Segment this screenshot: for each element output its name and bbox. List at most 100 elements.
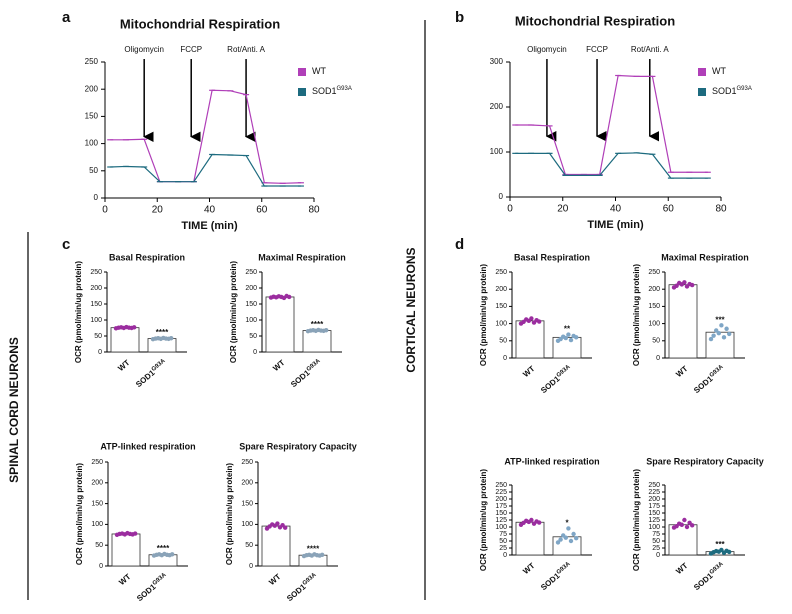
x-tick-label: WT <box>271 358 286 373</box>
y-tick-label: 0 <box>249 563 253 570</box>
y-tick-label: 0 <box>656 355 660 362</box>
bar <box>111 533 141 567</box>
chart-title: Basal Respiration <box>514 252 590 262</box>
data-point <box>719 323 724 328</box>
data-point <box>283 525 288 530</box>
legend-label: WT <box>312 66 326 76</box>
significance: * <box>565 519 569 528</box>
panel-letter: a <box>62 9 71 26</box>
significance: **** <box>311 320 324 329</box>
data-point <box>537 319 542 324</box>
data-point <box>563 335 568 341</box>
y-tick-label: 200 <box>495 496 507 503</box>
chart-title: Basal Respiration <box>109 252 185 262</box>
chart-title: Maximal Respiration <box>258 252 346 262</box>
data-point <box>558 537 563 542</box>
y-tick-label: 50 <box>652 538 660 545</box>
y-tick-label: 100 <box>245 317 257 324</box>
y-tick-label: 150 <box>241 500 253 507</box>
annotation: Rot/Anti. A <box>631 45 669 54</box>
y-tick-label: 250 <box>495 269 507 276</box>
y-tick-label: 50 <box>245 542 253 549</box>
x-tick-label: SOD1G93A <box>285 571 320 603</box>
y-tick-label: 0 <box>99 563 103 570</box>
category-sup: G93A <box>555 363 571 378</box>
series-line <box>515 74 708 176</box>
annotation: Oligomycin <box>527 45 567 54</box>
x-tick-label: 60 <box>663 204 675 215</box>
y-tick-label: 150 <box>648 303 660 310</box>
y-tick-label: 0 <box>253 349 257 356</box>
y-tick-label: 100 <box>648 320 660 327</box>
x-tick-label: SOD1G93A <box>289 357 324 389</box>
category-sup: G93A <box>301 571 317 586</box>
category-sup: G93A <box>708 560 724 575</box>
legend-label: SOD1G93A <box>712 86 752 97</box>
y-tick-label: 225 <box>495 489 507 496</box>
y-axis-label: OCR (pmol/min/ug protein) <box>229 261 238 364</box>
category-name: WT <box>271 358 286 373</box>
data-point <box>132 325 137 330</box>
significance: **** <box>307 544 320 553</box>
series-line <box>110 89 301 184</box>
data-point <box>727 331 732 337</box>
side-label: SPINAL CORD NEURONS <box>7 337 21 483</box>
y-tick-label: 125 <box>648 517 660 524</box>
x-tick-label: SOD1G93A <box>692 560 727 592</box>
x-tick-label: WT <box>267 572 282 587</box>
x-tick-label: WT <box>521 364 536 379</box>
y-tick-label: 50 <box>95 542 103 549</box>
y-tick-label: 200 <box>490 102 504 111</box>
bar <box>302 330 332 353</box>
y-tick-label: 0 <box>503 552 507 559</box>
significance: **** <box>156 328 169 337</box>
x-tick-label: WT <box>116 358 131 373</box>
data-point <box>679 522 684 527</box>
bar <box>265 296 295 353</box>
y-tick-label: 200 <box>241 480 253 487</box>
y-axis-label: OCR (pmol/min/ug protein) <box>225 463 234 566</box>
y-tick-label: 175 <box>495 503 507 510</box>
y-tick-label: 200 <box>85 84 99 93</box>
y-tick-label: 200 <box>245 285 257 292</box>
y-tick-label: 250 <box>85 57 99 66</box>
chart-title: Spare Respiratory Capacity <box>239 441 357 451</box>
category-sup: G93A <box>555 560 571 575</box>
legend-label: WT <box>712 66 726 76</box>
y-tick-label: 75 <box>652 531 660 538</box>
annotation: FCCP <box>586 45 608 54</box>
legend-name: SOD1 <box>712 86 737 96</box>
x-tick-label: 40 <box>610 204 622 215</box>
data-point <box>324 328 329 333</box>
bar <box>515 320 545 359</box>
data-point <box>287 294 292 300</box>
data-point <box>529 316 534 321</box>
panel-letter: c <box>62 236 70 253</box>
category-sup: G93A <box>708 363 724 378</box>
chart-title: Mitochondrial Respiration <box>120 16 280 31</box>
data-point <box>537 520 542 525</box>
y-tick-label: 0 <box>499 192 504 201</box>
x-tick-label: 80 <box>715 204 727 215</box>
panel-letter: d <box>455 236 464 253</box>
y-tick-label: 250 <box>241 459 253 466</box>
legend-sup: G93A <box>337 86 352 92</box>
y-axis-label: OCR (pmol/min/ug protein) <box>75 463 84 566</box>
y-tick-label: 0 <box>98 349 102 356</box>
y-tick-label: 50 <box>249 333 257 340</box>
y-axis-label: OCR (pmol/min/ug protein) <box>479 264 488 367</box>
x-tick-label: SOD1G93A <box>692 363 727 395</box>
category-name: WT <box>117 572 132 587</box>
chart-title: Maximal Respiration <box>661 252 749 262</box>
legend-name: SOD1 <box>312 86 337 96</box>
category-sup: G93A <box>150 357 166 372</box>
data-point <box>719 547 724 553</box>
y-tick-label: 0 <box>503 355 507 362</box>
y-tick-label: 150 <box>245 301 257 308</box>
data-point <box>555 540 561 545</box>
significance: *** <box>715 315 725 324</box>
category-sup: G93A <box>151 571 167 586</box>
legend-sup: G93A <box>737 86 752 92</box>
y-tick-label: 50 <box>94 333 102 340</box>
x-tick-label: 80 <box>308 205 320 216</box>
